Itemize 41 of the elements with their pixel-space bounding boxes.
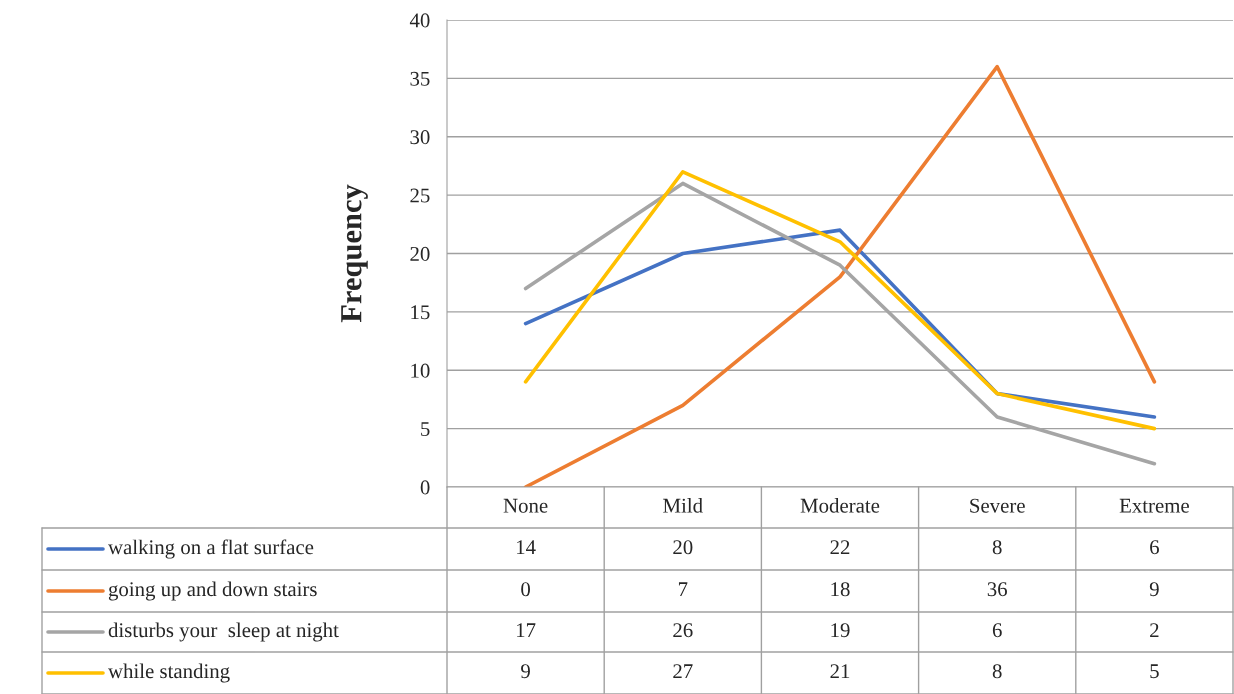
- x-tick-label: Mild: [663, 498, 703, 513]
- y-tick-label: 15: [411, 305, 430, 320]
- data-label: 21: [830, 664, 850, 679]
- legend-label: walking on a flat surface: [108, 539, 314, 559]
- legend-label: while standing: [108, 663, 230, 683]
- data-label: 6: [1150, 540, 1159, 555]
- y-tick-label: 30: [410, 130, 430, 145]
- data-label: 9: [1149, 582, 1159, 597]
- y-tick-label: 10: [411, 363, 430, 378]
- data-label: 36: [987, 582, 1007, 597]
- legend-label: going up and down stairs: [108, 581, 317, 601]
- data-label: 2: [1150, 623, 1159, 638]
- x-tick-label: Severe: [970, 498, 1025, 513]
- y-axis-title: Frequency: [341, 184, 368, 323]
- y-tick-label: 40: [409, 13, 430, 28]
- data-label: 7: [678, 582, 688, 597]
- x-tick-label: None: [503, 498, 548, 513]
- data-label: 9: [521, 664, 530, 679]
- x-tick-label: Extreme: [1119, 498, 1189, 513]
- data-label: 8: [992, 540, 1002, 555]
- line-series: [523, 64, 1157, 487]
- y-tick-label: 35: [410, 71, 430, 86]
- data-label: 6: [992, 623, 1002, 638]
- data-label: 0: [521, 582, 531, 597]
- data-label: 14: [517, 540, 536, 555]
- y-tick-label: 25: [410, 188, 430, 203]
- y-tick-label: 20: [410, 246, 430, 261]
- data-label: 22: [830, 540, 850, 555]
- x-tick-label: Moderate: [800, 498, 880, 513]
- y-tick-label: 5: [421, 422, 430, 437]
- legend-label: disturbs your sleep at night: [108, 622, 339, 642]
- data-label: 18: [831, 582, 850, 597]
- line-series: [523, 169, 1157, 431]
- data-label: 27: [673, 664, 693, 679]
- data-label: 8: [992, 664, 1002, 679]
- data-label: 17: [517, 623, 536, 638]
- y-tick-label: 0: [420, 480, 430, 495]
- data-label: 19: [831, 623, 850, 638]
- data-label: 20: [673, 540, 693, 555]
- data-label: 26: [673, 623, 693, 638]
- data-label: 5: [1150, 664, 1159, 679]
